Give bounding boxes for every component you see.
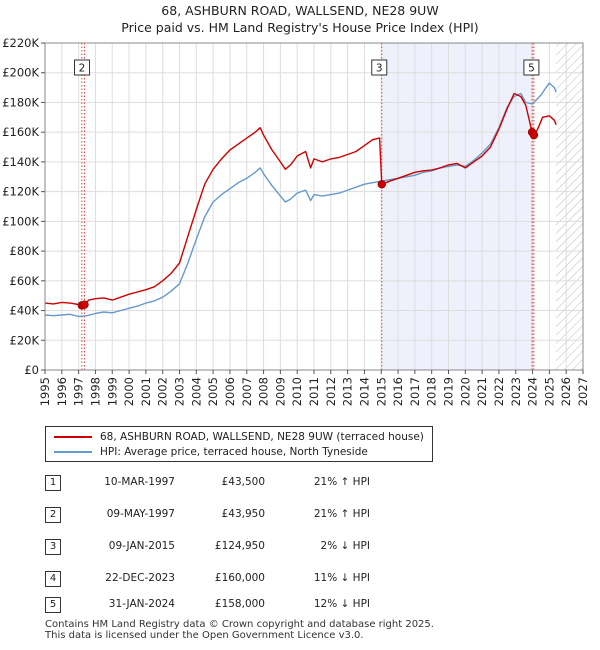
x-tick-label: 2007 [240,377,254,406]
legend-item-hpi: HPI: Average price, terraced house, Nort… [54,445,368,459]
row-hpi: 12% ↓ HPI [313,598,370,610]
title-line-2: Price paid vs. HM Land Registry's House … [121,20,479,35]
row-number-badge: 2 [45,507,61,523]
y-tick-label: £80K [10,244,40,258]
x-tick-label: 2022 [492,377,506,406]
x-tick-label: 2024 [526,377,540,406]
x-tick-label: 1999 [105,377,119,406]
row-price: £43,950 [221,508,265,520]
x-tick-label: 2000 [122,377,136,406]
y-tick-label: £220K [2,36,39,50]
x-tick-label: 2014 [357,377,371,406]
x-tick-label: 1996 [55,377,69,406]
row-price: £160,000 [214,572,265,584]
x-tick-label: 2019 [442,377,456,406]
x-tick-label: 1998 [88,377,102,406]
sale-marker-3 [377,180,386,189]
legend-label-property: 68, ASHBURN ROAD, WALLSEND, NE28 9UW (te… [100,431,424,443]
annotation-box-3 [371,59,388,76]
x-tick-label: 2005 [206,377,220,406]
x-tick-label: 2002 [156,377,170,406]
row-number-badge: 4 [45,571,61,587]
chart-title: 68, ASHBURN ROAD, WALLSEND, NE28 9UW Pri… [0,2,600,36]
x-tick-label: 2016 [391,377,405,406]
shaded-period [381,43,534,370]
footer-line-1: Contains HM Land Registry data © Crown c… [45,619,434,630]
legend-swatch-hpi [54,451,92,453]
row-price: £124,950 [214,540,265,552]
x-tick-label: 2015 [374,377,388,406]
row-number-badge: 3 [45,539,61,555]
table-row: 1 10-MAR-1997 £43,500 21% ↑ HPI [45,475,405,492]
x-tick-label: 2012 [324,377,338,406]
row-date: 09-MAY-1997 [106,508,175,520]
x-tick-label: 2004 [189,377,203,406]
x-tick-label: 2018 [425,377,439,406]
x-tick-label: 2001 [139,377,153,406]
y-tick-label: £0 [24,363,39,377]
table-row: 3 09-JAN-2015 £124,950 2% ↓ HPI [45,539,405,556]
sale-marker-2 [80,300,89,309]
annotation-box-2 [74,59,91,76]
title-line-1: 68, ASHBURN ROAD, WALLSEND, NE28 9UW [161,3,439,18]
forecast-hatch [556,43,583,370]
price-chart: £0 £20K £40K £60K £80K £100K £120K £140K £160K £1… [2,36,590,406]
annotation-box-5 [523,59,540,76]
x-tick-label: 2006 [223,377,237,406]
x-tick-label: 2020 [458,377,472,406]
row-price: £43,500 [221,476,265,488]
row-date: 10-MAR-1997 [104,476,175,488]
y-tick-label: £200K [2,66,39,80]
annotation-label-2: 2 [79,63,86,75]
row-date: 09-JAN-2015 [108,540,175,552]
y-tick-label: £140K [2,155,39,169]
property-price-line [44,92,557,306]
table-row: 5 31-JAN-2024 £158,000 12% ↓ HPI [45,597,405,614]
legend: 68, ASHBURN ROAD, WALLSEND, NE28 9UW (te… [45,426,433,462]
x-tick-label: 2003 [173,377,187,406]
y-tick-label: £160K [2,125,39,139]
row-hpi: 11% ↓ HPI [313,572,370,584]
row-date: 22-DEC-2023 [105,572,175,584]
row-price: £158,000 [214,598,265,610]
legend-label-hpi: HPI: Average price, terraced house, Nort… [100,446,368,458]
x-tick-label: 2008 [257,377,271,406]
y-tick-label: £120K [2,185,39,199]
table-row: 2 09-MAY-1997 £43,950 21% ↑ HPI [45,507,405,524]
legend-swatch-property [54,436,92,438]
x-tick-label: 2009 [273,377,287,406]
row-date: 31-JAN-2024 [108,598,175,610]
x-tick-label: 2010 [290,377,304,406]
x-tick-label: 2013 [341,377,355,406]
x-tick-label: 1995 [38,377,52,406]
annotation-label-5: 5 [528,63,535,75]
footer: Contains HM Land Registry data © Crown c… [45,619,434,641]
hpi-line [44,82,557,318]
table-row: 4 22-DEC-2023 £160,000 11% ↓ HPI [45,571,405,588]
footer-line-2: This data is licensed under the Open Gov… [45,630,364,641]
y-tick-label: £100K [2,214,39,228]
x-tick-label: 2025 [542,377,556,406]
x-tick-label: 2026 [559,377,573,406]
row-hpi: 21% ↑ HPI [313,476,370,488]
row-number-badge: 5 [45,597,61,613]
row-hpi: 21% ↑ HPI [313,508,370,520]
legend-item-property: 68, ASHBURN ROAD, WALLSEND, NE28 9UW (te… [54,430,424,444]
y-tick-label: £180K [2,95,39,109]
x-tick-label: 2021 [475,377,489,406]
x-tick-label: 1997 [72,377,86,406]
annotation-label-3: 3 [376,63,383,75]
row-hpi: 2% ↓ HPI [320,540,370,552]
sale-marker-5 [529,130,539,140]
x-tick-label: 2027 [576,377,590,406]
x-tick-label: 2017 [408,377,422,406]
y-tick-label: £40K [10,304,40,318]
y-tick-label: £20K [10,333,40,347]
x-tick-label: 2023 [509,377,523,406]
x-tick-label: 2011 [307,377,321,406]
y-tick-label: £60K [10,274,40,288]
row-number-badge: 1 [45,475,61,491]
